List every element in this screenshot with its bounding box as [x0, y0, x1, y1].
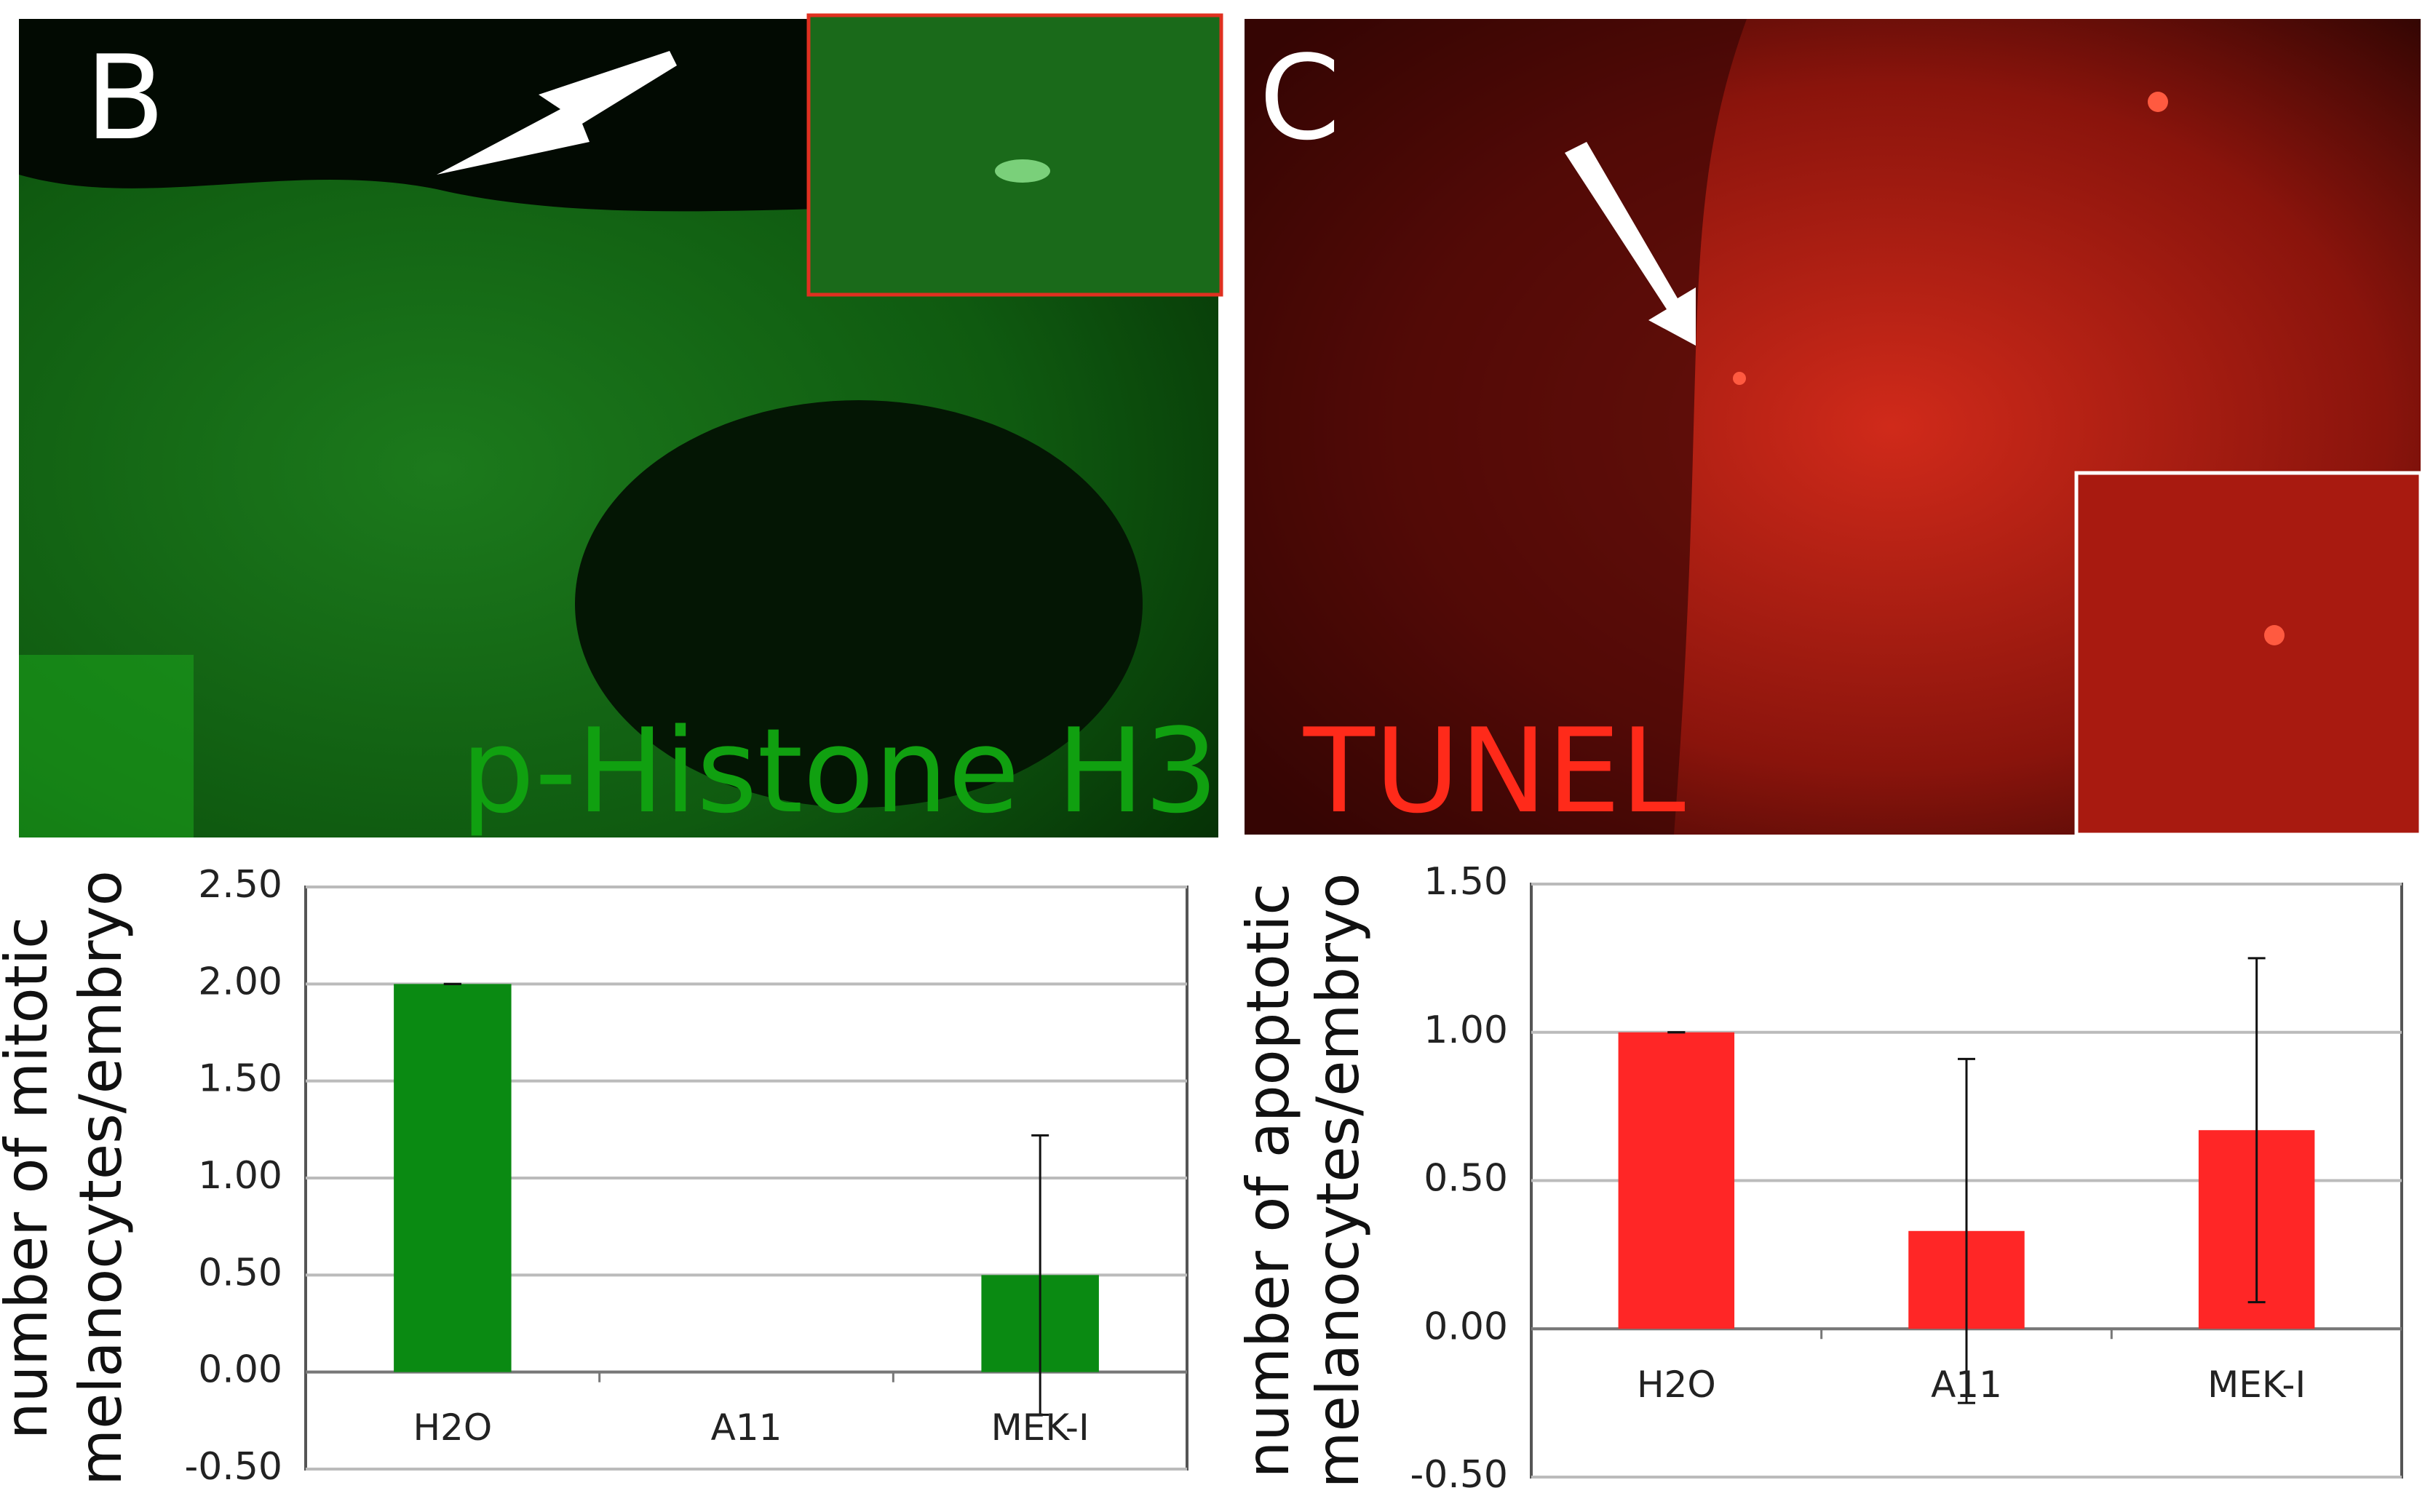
- y-tick-label: 0.00: [1424, 1305, 1508, 1348]
- y-tick-label: 1.00: [198, 1154, 282, 1198]
- y-axis-label: melanocytes/embryo: [1304, 873, 1372, 1489]
- x-tick-label: A11: [1931, 1364, 2002, 1406]
- y-tick-label: -0.50: [1410, 1453, 1508, 1497]
- panel-label: p-Histone H3: [461, 703, 1218, 839]
- y-tick-label: 2.50: [198, 863, 282, 907]
- y-tick-label: 2.00: [198, 960, 282, 1003]
- micrograph-c: [1245, 19, 2423, 837]
- y-axis-label: number of mitotic: [0, 917, 60, 1439]
- x-tick-label: A11: [711, 1406, 782, 1449]
- y-tick-label: 1.50: [1424, 860, 1508, 904]
- panel-letter: B: [85, 30, 165, 166]
- micrograph-b: [19, 13, 1223, 837]
- y-axis-label: melanocytes/embryo: [67, 870, 135, 1486]
- bar: [394, 984, 512, 1372]
- y-tick-label: 0.00: [198, 1348, 282, 1392]
- x-tick-label: H2O: [413, 1406, 492, 1449]
- y-tick-label: 0.50: [1424, 1157, 1508, 1201]
- panel-letter: C: [1259, 30, 1341, 166]
- bar: [1618, 1032, 1735, 1329]
- y-tick-label: 1.50: [198, 1057, 282, 1101]
- y-tick-label: 1.00: [1424, 1008, 1508, 1052]
- x-tick-label: MEK-I: [991, 1406, 1090, 1449]
- y-tick-label: 0.50: [198, 1251, 282, 1294]
- x-tick-label: H2O: [1637, 1364, 1716, 1406]
- y-axis-label: number of apoptotic: [1234, 883, 1302, 1479]
- panel-label: TUNEL: [1303, 703, 1686, 839]
- y-tick-label: -0.50: [184, 1445, 282, 1489]
- x-tick-label: MEK-I: [2207, 1364, 2306, 1406]
